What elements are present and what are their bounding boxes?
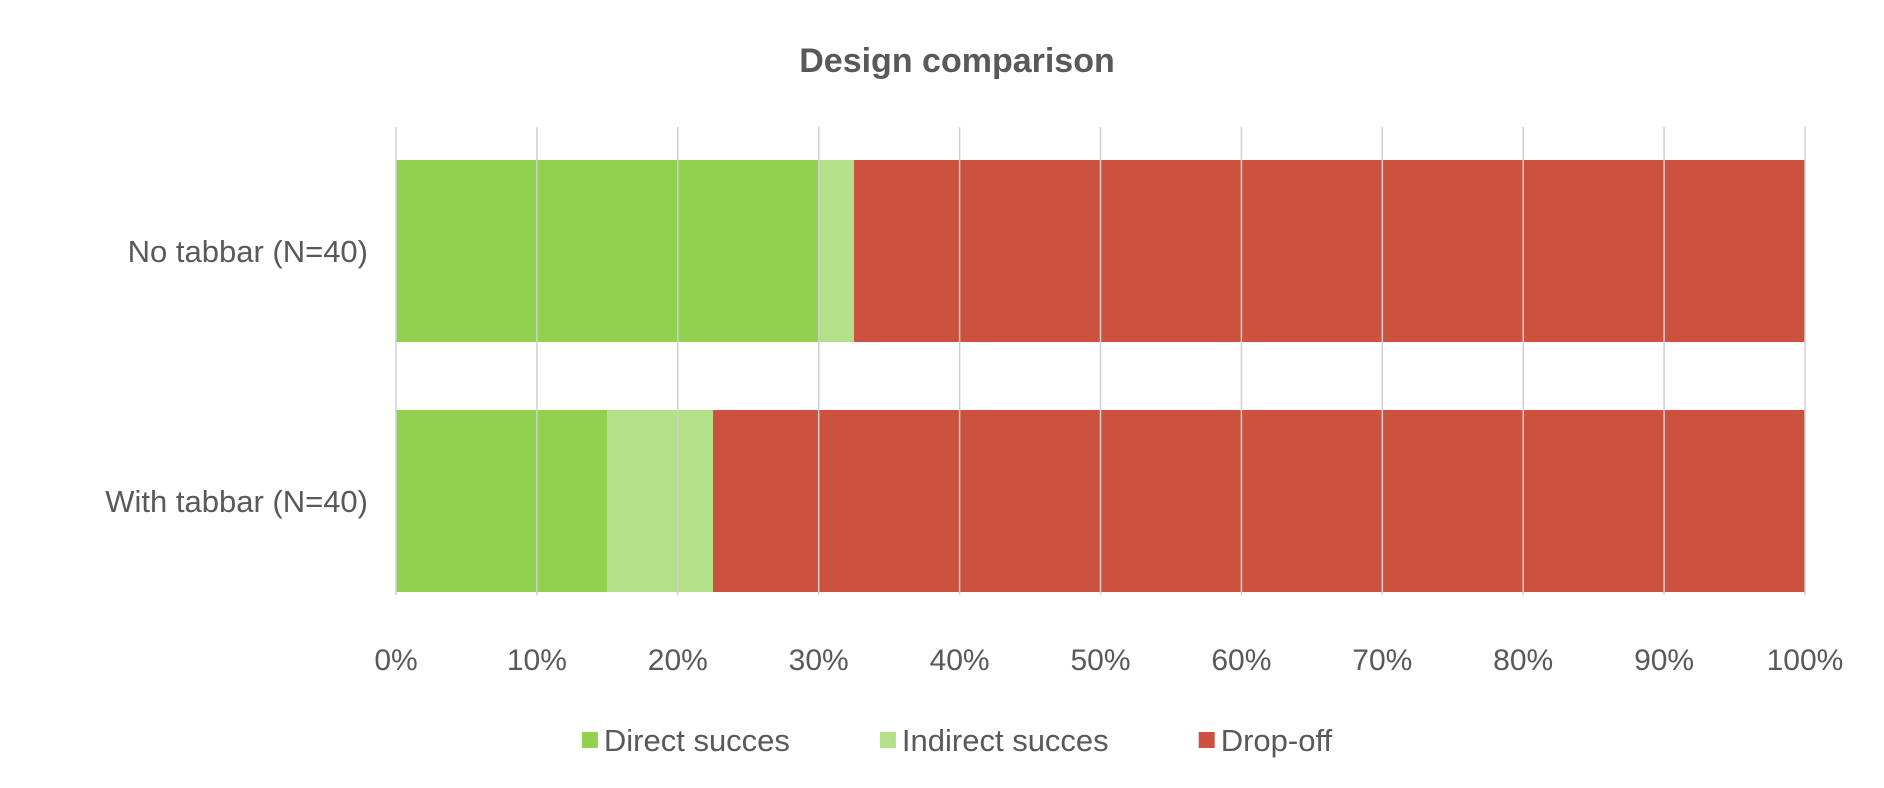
gridlines	[395, 127, 1806, 595]
category-label-2: With tabbar (N=40)	[105, 484, 368, 519]
category-labels: No tabbar (N=40) With tabbar (N=40)	[105, 234, 368, 519]
x-tick-label-7: 70%	[1352, 644, 1412, 677]
legend-label-2: Indirect succes	[902, 723, 1109, 758]
category-label-1: No tabbar (N=40)	[128, 234, 368, 269]
bar-2-series-1	[396, 410, 608, 592]
chart-title: Design comparison	[799, 42, 1115, 80]
bar-1-series-2	[818, 160, 854, 342]
bar-1-series-3	[853, 160, 1805, 342]
x-tick-label-0: 0%	[374, 644, 417, 677]
x-tick-label-2: 20%	[648, 644, 708, 677]
x-tick-label-1: 10%	[507, 644, 567, 677]
legend-swatch-1	[581, 732, 598, 748]
x-tick-label-9: 90%	[1634, 644, 1694, 677]
legend-swatch-3	[1198, 732, 1215, 748]
legend-label-3: Drop-off	[1221, 723, 1333, 758]
x-axis-ticks: 0% 10% 20% 30% 40% 50% 60% 70% 80% 90% 100%	[374, 644, 1843, 677]
x-tick-label-6: 60%	[1211, 644, 1271, 677]
x-tick-label-5: 50%	[1070, 644, 1130, 677]
bar-2-series-3	[713, 410, 1805, 592]
legend-label-1: Direct succes	[604, 723, 790, 758]
bar-1-series-1	[396, 160, 819, 342]
bars	[396, 160, 1805, 592]
legend-swatch-2	[879, 732, 896, 748]
x-tick-label-10: 100%	[1767, 644, 1844, 677]
x-tick-label-4: 40%	[930, 644, 990, 677]
legend: Direct succes Indirect succes Drop-off	[581, 723, 1333, 758]
bar-2-series-2	[607, 410, 714, 592]
x-tick-label-3: 30%	[789, 644, 849, 677]
x-tick-label-8: 80%	[1493, 644, 1553, 677]
